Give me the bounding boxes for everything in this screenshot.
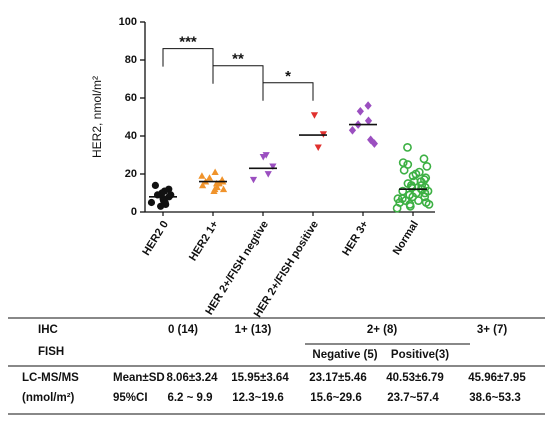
dot <box>219 185 228 193</box>
significance-bracket <box>262 82 314 101</box>
table-cell: LC-MS/MS <box>22 372 79 384</box>
dot <box>422 161 432 171</box>
y-tick-label: 80 <box>125 54 137 66</box>
table-cell: 12.3~19.6 <box>232 392 283 404</box>
table-cell: 15.95±3.64 <box>231 372 289 384</box>
table-cell: 23.7~57.4 <box>387 392 439 404</box>
significance-label: *** <box>179 34 197 51</box>
dot <box>419 154 429 164</box>
y-tick-label: 40 <box>125 130 137 142</box>
table-cell: 15.6~29.6 <box>310 392 361 404</box>
dot <box>405 201 415 211</box>
dot <box>370 139 378 148</box>
dot <box>407 182 417 192</box>
y-tick-label: 60 <box>125 92 137 104</box>
x-tick-label: HER2 0 <box>140 219 171 258</box>
dot <box>211 168 219 175</box>
dot <box>262 152 270 159</box>
significance-bracket <box>212 65 264 84</box>
dot <box>364 116 373 126</box>
dot <box>157 202 165 210</box>
y-tick-label: 100 <box>119 16 137 28</box>
dot <box>210 187 218 194</box>
y-tick-label: 20 <box>125 168 137 180</box>
y-axis-label: HER2, nmol/m² <box>90 76 104 158</box>
table-cell: 6.2 ~ 9.9 <box>167 392 212 404</box>
dot <box>424 199 434 209</box>
dot <box>314 144 322 151</box>
table-cell: Positive(3) <box>391 349 449 361</box>
table-cell: 3+ (7) <box>477 324 508 336</box>
table-cell: Mean±SD <box>113 372 165 384</box>
dot <box>151 181 159 189</box>
dot <box>310 112 319 119</box>
significance-label: ** <box>232 51 244 68</box>
dot <box>414 196 423 205</box>
dot <box>264 171 272 178</box>
table-cell: 23.17±5.46 <box>309 372 366 384</box>
table-cell: FISH <box>38 346 64 358</box>
dot <box>392 203 402 213</box>
table-cell: Negative (5) <box>312 349 377 361</box>
x-tick-label: HER 3+ <box>340 219 371 258</box>
dot <box>198 172 206 179</box>
table-cell: IHC <box>38 324 58 336</box>
dot <box>249 176 258 184</box>
dot <box>403 142 412 152</box>
y-tick-label: 0 <box>131 206 137 218</box>
table-cell: 8.06±3.24 <box>166 372 218 384</box>
x-tick-label: Normal <box>391 219 421 258</box>
dot <box>259 154 267 161</box>
table-cell: 40.53±6.79 <box>386 372 443 384</box>
dot <box>399 165 409 175</box>
table-cell: 0 (14) <box>168 324 198 336</box>
table-cell: 1+ (13) <box>235 324 272 336</box>
dot <box>356 106 364 116</box>
dot <box>199 181 207 189</box>
dot <box>408 171 418 181</box>
significance-bracket <box>162 48 214 67</box>
dot <box>205 174 214 181</box>
table-cell: 95%CI <box>113 392 148 404</box>
table-cell: 45.96±7.95 <box>468 372 526 384</box>
significance-label: * <box>285 68 291 85</box>
table-cell: 38.6~53.3 <box>469 392 520 404</box>
x-tick-label: HER2 1+ <box>187 219 221 263</box>
dot <box>364 101 372 110</box>
dot <box>398 158 408 167</box>
dot <box>348 125 357 135</box>
table-cell: 2+ (8) <box>367 324 398 336</box>
dot <box>367 135 375 145</box>
dot <box>269 163 277 170</box>
table-cell: (nmol/m²) <box>22 392 75 404</box>
dot <box>147 198 156 207</box>
dot <box>420 192 430 202</box>
